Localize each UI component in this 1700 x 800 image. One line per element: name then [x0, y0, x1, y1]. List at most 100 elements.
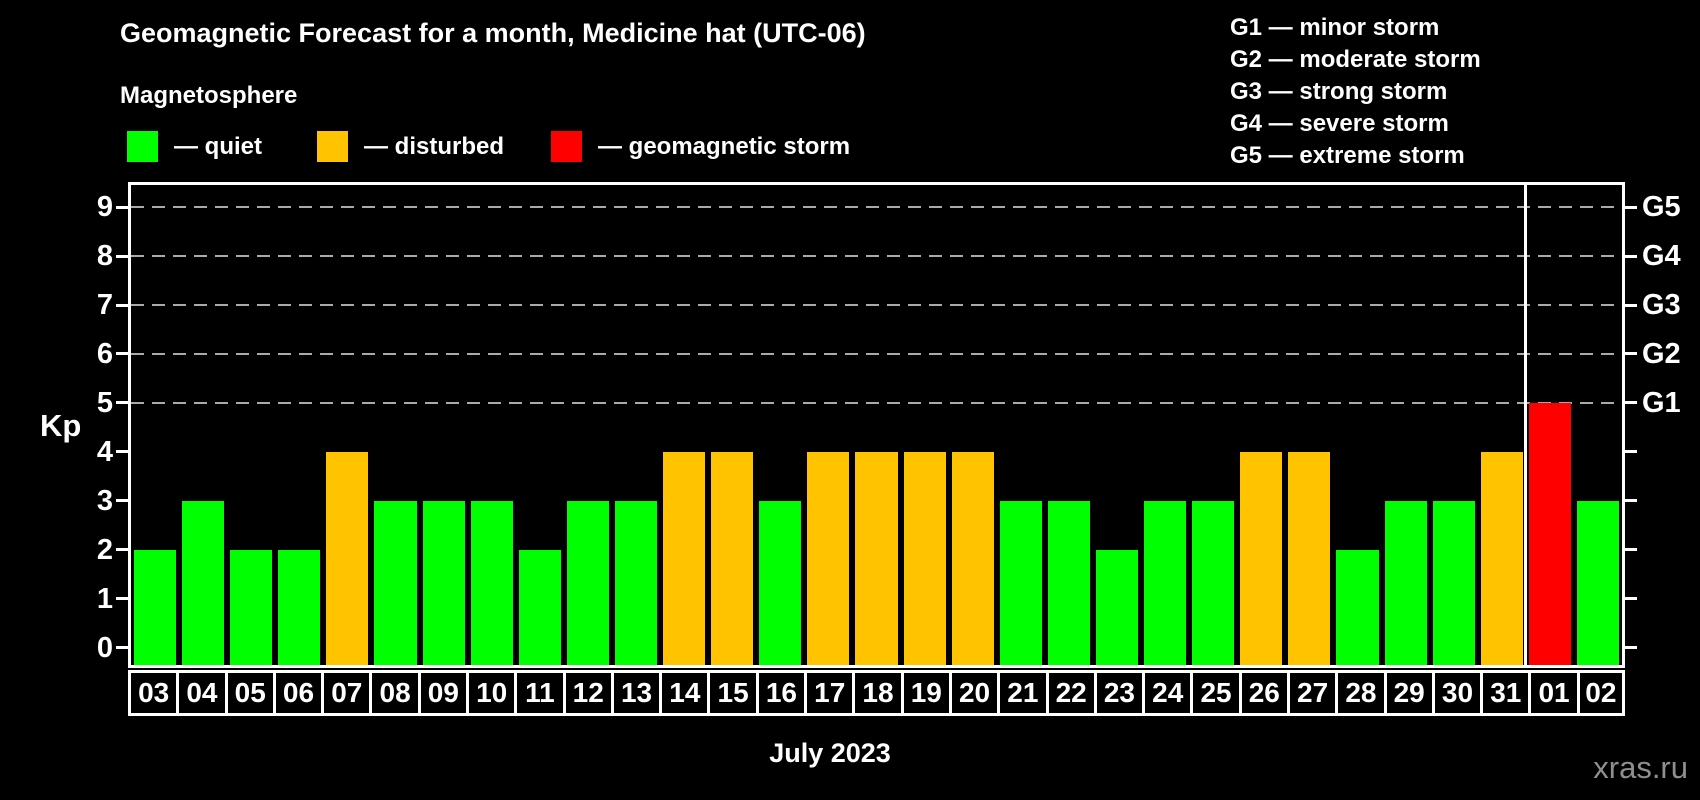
kp-bar-day-05: [230, 549, 273, 665]
day-label-cell: 25: [1190, 670, 1242, 716]
day-label-cell: 18: [852, 670, 904, 716]
day-label-cell: 13: [610, 670, 663, 716]
day-label-cell: 03: [128, 670, 180, 716]
day-label-cell: 14: [659, 670, 711, 716]
y-tick-left-7: [116, 303, 128, 307]
storm-scale-line-g3: G3 — strong storm: [1230, 78, 1448, 105]
kp-bar-day-10: [470, 500, 513, 665]
kp-bar-day-26: [1240, 451, 1283, 665]
y-tick-right-2: [1625, 548, 1637, 552]
kp-bar-day-01: [1528, 402, 1571, 665]
kp-bar-day-09: [422, 500, 465, 665]
day-label-cell: 06: [272, 670, 325, 716]
watermark: xras.ru: [1593, 750, 1688, 785]
day-label-cell: 10: [466, 670, 518, 716]
day-label-cell: 11: [514, 670, 566, 716]
y-tick-right-9: [1625, 205, 1637, 209]
kp-bar-day-02: [1576, 500, 1619, 665]
kp-bar-day-16: [759, 500, 802, 665]
legend-item-label: — geomagnetic storm: [598, 132, 851, 160]
gridline-kp7: [131, 304, 1622, 306]
y-tick-left-6: [116, 352, 128, 356]
y-tick-left-0: [116, 646, 128, 650]
y-tick-label-9: 9: [96, 191, 113, 224]
day-label-cell: 12: [562, 670, 614, 716]
x-axis-title: July 2023: [769, 738, 891, 768]
day-label-cell: 28: [1335, 670, 1387, 716]
y-tick-left-5: [116, 401, 128, 405]
y-axis-title: Kp: [40, 408, 82, 443]
y-tick-left-9: [116, 205, 128, 209]
y-tick-right-0: [1625, 646, 1637, 650]
y-tick-label-8: 8: [96, 240, 113, 273]
y-tick-label-4: 4: [96, 435, 113, 468]
legend-item-quiet: — quiet: [127, 131, 262, 162]
day-label-cell: 15: [707, 670, 759, 716]
y-tick-label-1: 1: [96, 582, 113, 615]
y-tick-right-6: [1625, 352, 1637, 356]
chart-title: Geomagnetic Forecast for a month, Medici…: [120, 18, 866, 48]
kp-bar-day-08: [374, 500, 417, 665]
legend-item-label: — disturbed: [364, 132, 505, 160]
kp-bar-day-19: [903, 451, 946, 665]
legend-item-storm: — geomagnetic storm: [551, 131, 850, 162]
day-label-cell: 05: [224, 670, 276, 716]
kp-bar-day-29: [1384, 500, 1427, 665]
day-label-cell: 29: [1383, 670, 1435, 716]
y-tick-left-8: [116, 254, 128, 258]
gridline-kp5: [131, 401, 1622, 404]
kp-bar-day-25: [1192, 500, 1235, 665]
day-label-cell: 26: [1238, 670, 1290, 716]
day-label-cell: 27: [1286, 670, 1339, 716]
kp-bar-day-21: [999, 500, 1042, 665]
storm-scale-line-g2: G2 — moderate storm: [1230, 46, 1481, 73]
kp-bar-day-22: [1047, 500, 1090, 665]
kp-bar-day-20: [951, 451, 994, 665]
kp-bar-day-23: [1095, 549, 1139, 665]
day-label-cell: 23: [1093, 670, 1146, 716]
kp-bar-day-14: [663, 451, 706, 665]
y-tick-label-2: 2: [96, 533, 113, 566]
kp-bar-day-12: [566, 500, 609, 665]
y-tick-label-0: 0: [96, 631, 113, 664]
day-label-cell: 19: [900, 670, 952, 716]
kp-bar-day-13: [614, 500, 658, 665]
g-scale-label-g5: G5: [1642, 191, 1681, 224]
storm-swatch-icon: [551, 131, 582, 162]
kp-bar-day-17: [807, 451, 850, 665]
day-label-cell: 22: [1045, 670, 1097, 716]
y-tick-left-2: [116, 548, 128, 552]
y-tick-label-7: 7: [96, 289, 113, 321]
kp-bar-day-03: [134, 549, 177, 665]
gridline-kp8: [131, 255, 1622, 258]
y-tick-right-7: [1625, 303, 1637, 307]
day-label-cell: 21: [997, 670, 1049, 716]
day-label-cell: 08: [369, 670, 421, 716]
storm-scale-line-g5: G5 — extreme storm: [1230, 142, 1465, 169]
storm-scale-line-g4: G4 — severe storm: [1230, 110, 1449, 137]
y-tick-label-6: 6: [96, 337, 113, 370]
day-label-cell: 02: [1576, 670, 1625, 716]
x-axis-day-labels: 03 04 05 06 07 08 09 10 11 12 13 14 15 16 17 18 19 20 21 22…: [128, 670, 1625, 716]
day-label-cell: 01: [1528, 670, 1580, 716]
kp-bar-day-07: [326, 451, 369, 665]
y-tick-left-1: [116, 597, 128, 601]
kp-bar-day-06: [278, 549, 321, 665]
disturbed-swatch-icon: [317, 131, 348, 162]
kp-bar-day-18: [855, 451, 898, 665]
kp-bar-day-31: [1480, 451, 1523, 665]
legend-item-disturbed: — disturbed: [317, 131, 504, 162]
g-scale-label-g4: G4: [1642, 240, 1681, 273]
gridline-kp9: [131, 206, 1622, 209]
kp-bar-day-27: [1288, 451, 1331, 665]
y-tick-right-5: [1625, 401, 1637, 405]
y-tick-label-5: 5: [96, 386, 113, 419]
kp-bar-day-24: [1144, 500, 1187, 665]
y-tick-right-1: [1625, 597, 1637, 601]
kp-bar-day-28: [1336, 549, 1379, 665]
kp-bar-day-04: [182, 500, 225, 665]
day-label-cell: 07: [321, 670, 373, 716]
y-tick-right-3: [1625, 499, 1637, 503]
y-tick-left-3: [116, 499, 128, 503]
